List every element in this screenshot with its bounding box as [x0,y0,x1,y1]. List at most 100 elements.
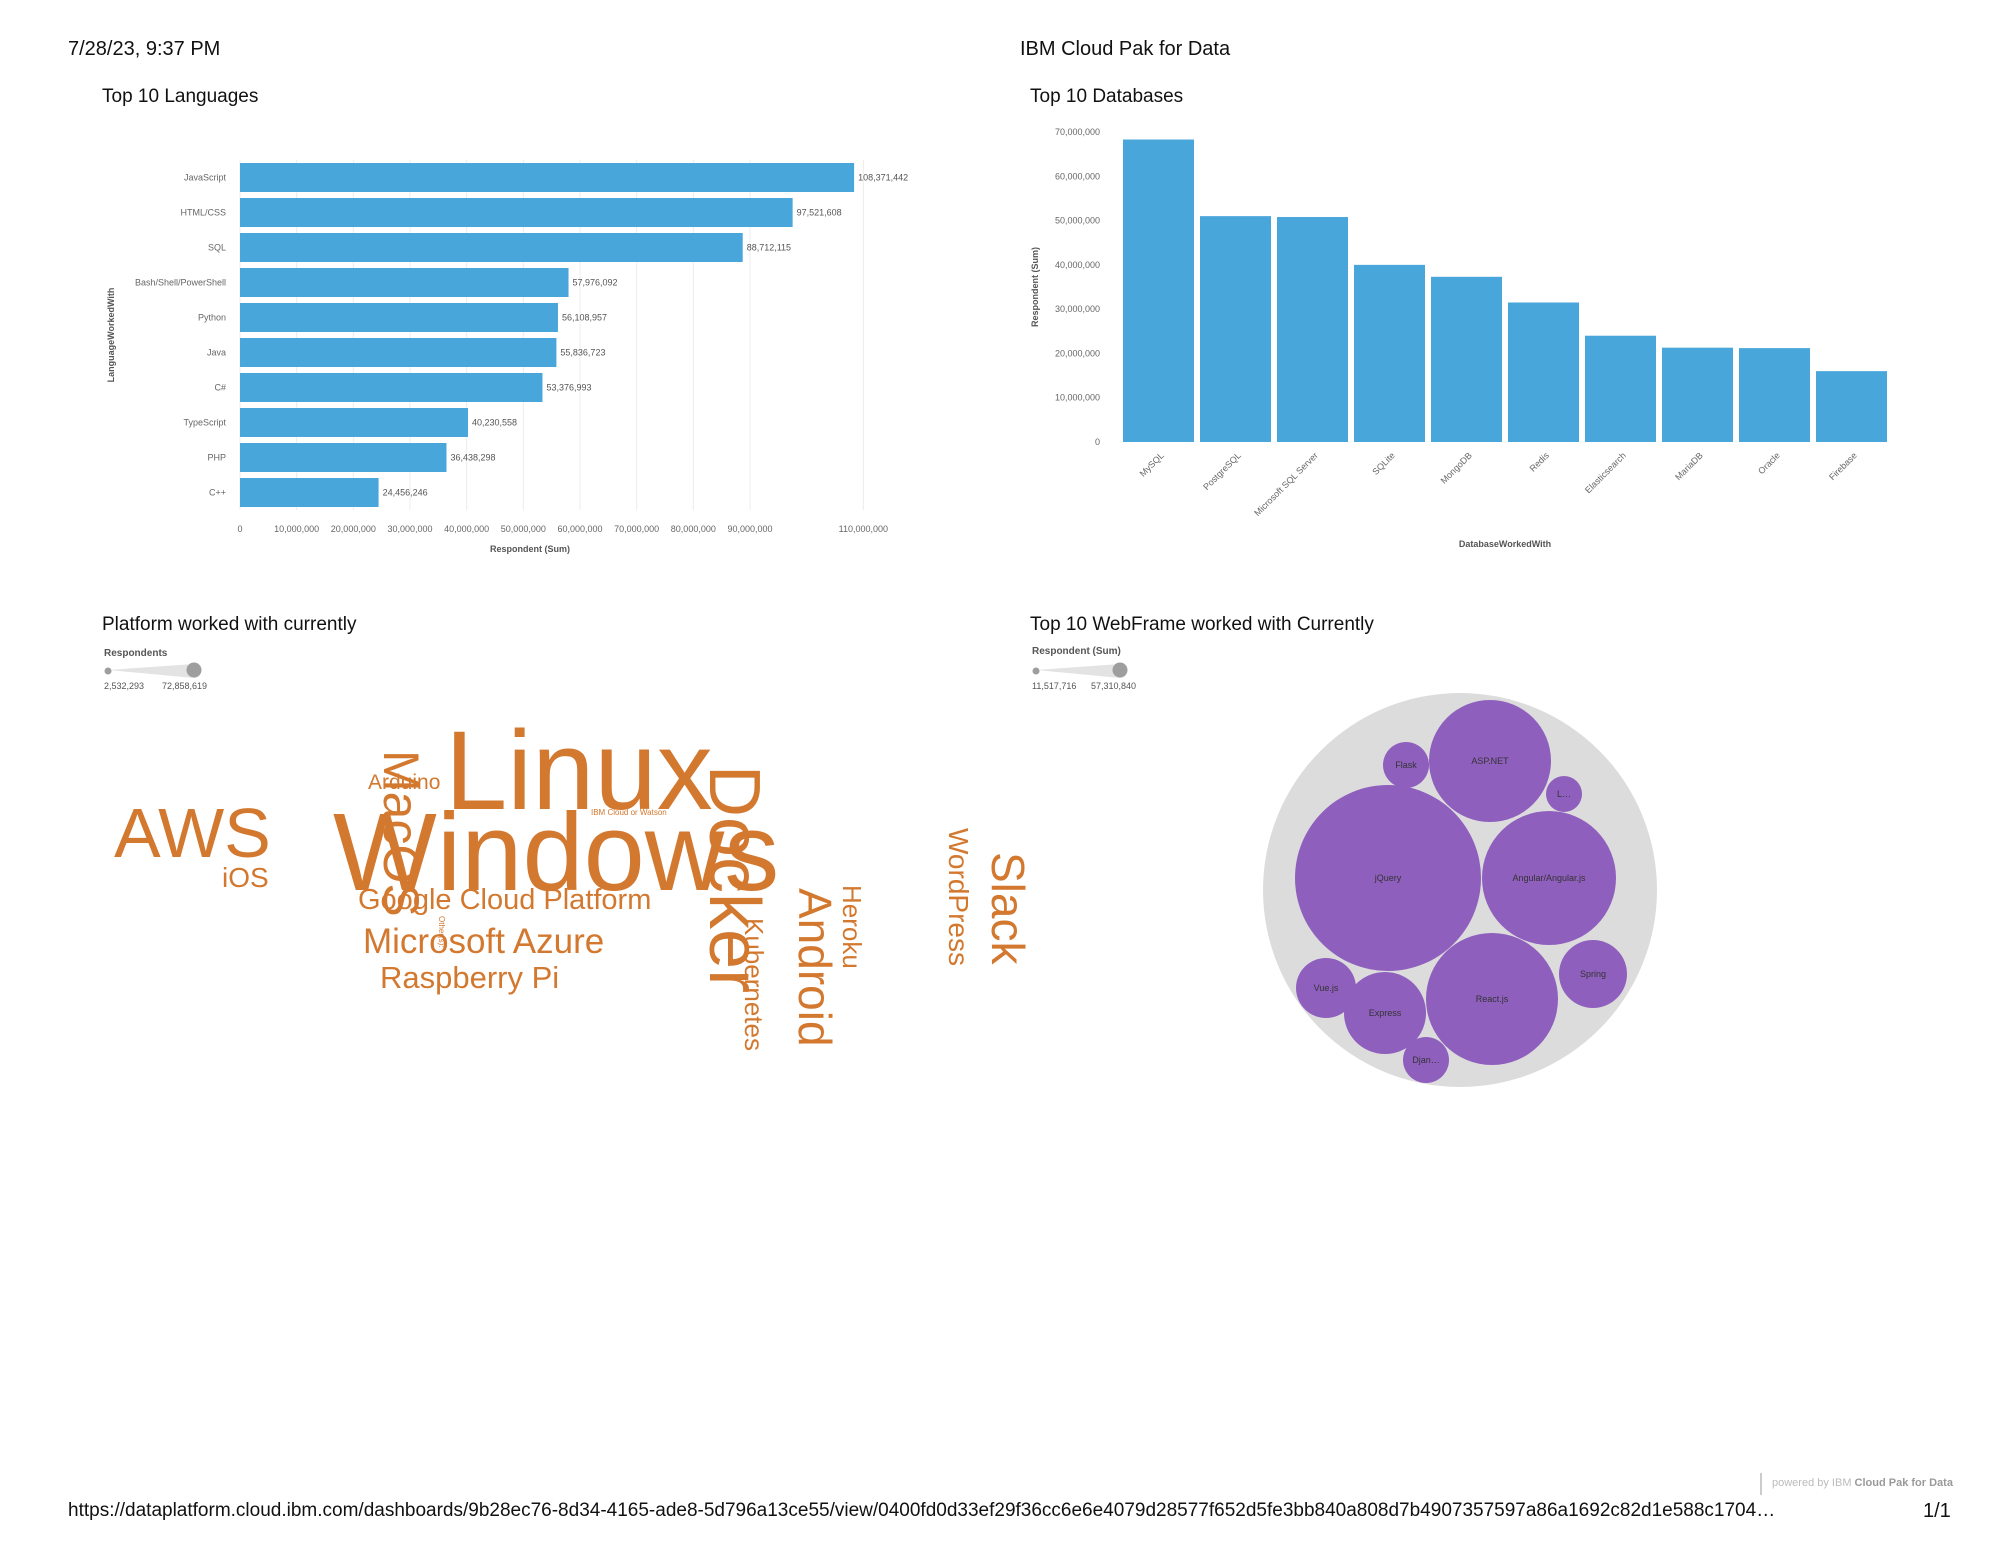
bubble-label: ASP.NET [1471,756,1509,766]
y-tick-label: 20,000,000 [1055,348,1100,358]
word-arduino: Arduino [368,771,441,794]
x-tick-label: Oracle [1756,450,1782,476]
bubble-react: React.js [1426,933,1558,1065]
y-tick-label: HTML/CSS [180,208,226,218]
word-google-cloud-platform: Google Cloud Platform [358,884,652,916]
bar [240,233,743,262]
x-axis-label: DatabaseWorkedWith [1459,539,1551,549]
y-tick-label: 10,000,000 [1055,393,1100,403]
bar [1431,276,1502,442]
bar [1585,335,1656,442]
bubble-label: Angular/Angular.js [1512,873,1586,883]
y-tick-label: JavaScript [184,173,227,183]
data-label: 56,108,957 [562,313,607,323]
bubble-label: Djan… [1412,1055,1440,1065]
word-ios: iOS [222,862,269,893]
x-tick-label: 30,000,000 [387,524,432,534]
databases-bar-chart: 0 10,000,000 20,000,000 30,000,000 40,000,00… [1030,127,1887,549]
y-tick-label: 50,000,000 [1055,216,1100,226]
bar [1739,348,1810,442]
y-tick-label: TypeScript [183,418,226,428]
x-tick-label: MySQL [1138,450,1166,478]
bubble-aspnet: ASP.NET [1429,700,1551,822]
powered-divider [1760,1473,1762,1495]
bubble-label: jQuery [1374,873,1402,883]
databases-chart-title: Top 10 Databases [1030,86,1184,107]
bubble-angular: Angular/Angular.js [1482,811,1616,945]
x-tick-label: 90,000,000 [727,524,772,534]
bubble-label: Vue.js [1314,983,1339,993]
webframe-chart-title: Top 10 WebFrame worked with Currently [1030,614,1374,635]
word-aws: AWS [114,794,271,872]
y-tick-label: Python [198,313,226,323]
x-tick-label: 20,000,000 [331,524,376,534]
y-tick-label: SQL [208,243,226,253]
platform-legend-title: Respondents [104,648,168,659]
x-tick-label: 60,000,000 [557,524,602,534]
word-wordpress: WordPress [943,828,974,966]
page-number: 1/1 [1923,1500,1951,1522]
languages-chart-title: Top 10 Languages [102,86,259,107]
x-axis-label: Respondent (Sum) [490,544,570,554]
data-label: 97,521,608 [797,208,842,218]
powered-by-label: powered by IBM Cloud Pak for Data [1772,1477,1953,1489]
data-label: 53,376,993 [546,383,591,393]
platform-size-legend [104,662,202,678]
y-axis-label: Respondent (Sum) [1030,247,1040,327]
word-android: Android [789,888,841,1047]
platform-chart-title: Platform worked with currently [102,614,357,635]
y-tick-label: 30,000,000 [1055,304,1100,314]
y-tick-label: Bash/Shell/PowerShell [135,278,226,288]
x-tick-label: 10,000,000 [274,524,319,534]
bubble-spring: Spring [1559,940,1627,1008]
bubble-label: Spring [1580,969,1606,979]
bar [1123,139,1194,442]
x-tick-label: Firebase [1827,450,1859,482]
webframe-legend-title: Respondent (Sum) [1032,646,1121,657]
x-tick-label: Elasticsearch [1583,450,1628,495]
bubble-django: Djan… [1403,1037,1449,1083]
y-tick-label: 40,000,000 [1055,260,1100,270]
page-url[interactable]: https://dataplatform.cloud.ibm.com/dashb… [68,1500,1776,1521]
word-raspberry-pi: Raspberry Pi [380,960,560,995]
data-label: 40,230,558 [472,418,517,428]
bar [1200,216,1271,442]
bar [240,303,558,332]
bar [240,408,468,437]
bar [240,163,855,192]
platform-word-cloud: Linux Windows Docker AWS MacOS Android S… [100,700,1034,1100]
webframe-legend-min: 11,517,716 [1032,681,1077,691]
x-tick-label: 110,000,000 [839,524,888,534]
bar [1277,217,1348,442]
y-tick-label: C++ [209,488,226,498]
y-tick-label: 70,000,000 [1055,127,1100,137]
x-tick-label: 0 [237,524,242,534]
data-label: 36,438,298 [450,453,495,463]
y-axis-label: LanguageWorkedWith [106,288,116,383]
webframe-size-legend [1032,662,1128,678]
bar [1662,347,1733,442]
x-tick-label: PostgreSQL [1201,450,1243,492]
word-microsoft-azure: Microsoft Azure [363,922,605,961]
bar [1354,264,1425,442]
bubble-label: React.js [1476,994,1509,1004]
platform-legend-max: 72,858,619 [162,681,208,691]
bubble-laravel: L… [1546,776,1582,812]
bar [240,268,569,297]
webframe-bubble-chart: jQuery Angular/Angular.js React.js ASP.N… [1263,693,1657,1087]
word-windows: Windows [333,791,780,914]
y-tick-label: 0 [1095,437,1100,447]
y-tick-label: C# [214,383,226,393]
bar [1508,302,1579,442]
word-ibm-cloud-or-watson: IBM Cloud or Watson [591,808,667,817]
x-tick-label: SQLite [1370,450,1397,477]
app-title: IBM Cloud Pak for Data [1020,38,1231,60]
bar [240,373,543,402]
y-tick-label: Java [207,348,226,358]
data-label: 108,371,442 [858,173,908,183]
x-tick-label: MongoDB [1439,450,1474,485]
webframe-legend-max: 57,310,840 [1091,681,1137,691]
bar [240,478,379,507]
bubble-label: Flask [1395,760,1417,770]
word-others: Other(s): [437,916,446,948]
